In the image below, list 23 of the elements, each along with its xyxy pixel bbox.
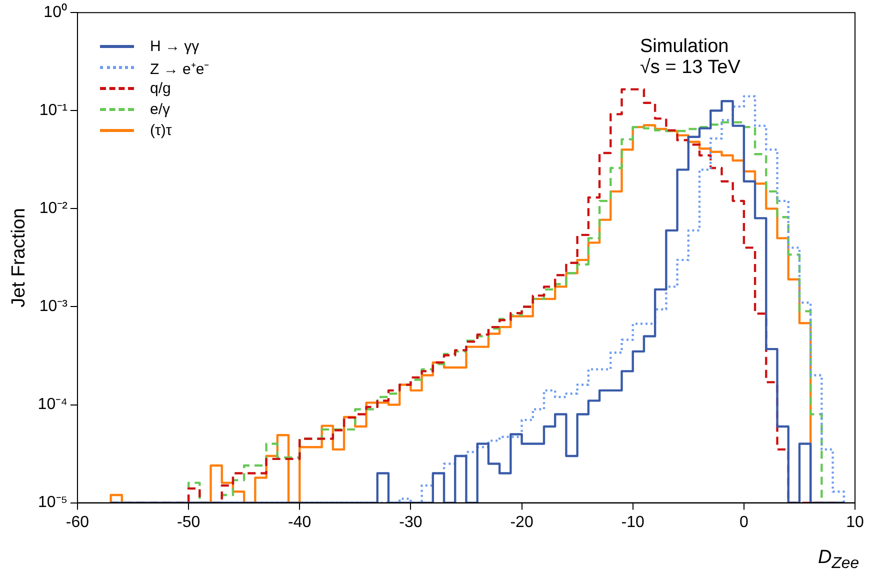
annotation: √s = 13 TeV [640, 57, 740, 78]
y-tick-label: 10⁻⁵ [38, 494, 68, 512]
legend-label: (τ)τ [150, 122, 172, 139]
legend-label: H → γγ [150, 38, 200, 55]
y-tick-label: 10⁻⁴ [38, 396, 68, 414]
x-tick-label: -40 [288, 514, 312, 531]
x-tick-label: -30 [399, 514, 422, 531]
legend-label: e/γ [150, 101, 170, 118]
x-tick-label: -60 [66, 514, 90, 531]
legend-label: Z → e⁺e⁻ [150, 60, 210, 78]
x-tick-label: 0 [739, 514, 748, 531]
x-tick-label: -10 [621, 514, 645, 531]
y-axis-title: Jet Fraction [8, 208, 30, 308]
y-tick-label: 10⁻¹ [39, 102, 68, 120]
x-tick-label: -20 [510, 514, 534, 531]
y-tick-label: 10⁻² [39, 200, 68, 218]
x-axis-title: D$_{Zee}$ [818, 547, 859, 572]
y-tick-label: 10⁻³ [39, 298, 68, 316]
x-tick-label: 10 [846, 514, 864, 531]
x-tick-label: -50 [176, 514, 200, 531]
legend-label: q/g [150, 80, 171, 97]
y-tick-label: 10⁰ [44, 3, 68, 22]
annotation: Simulation [640, 36, 730, 57]
